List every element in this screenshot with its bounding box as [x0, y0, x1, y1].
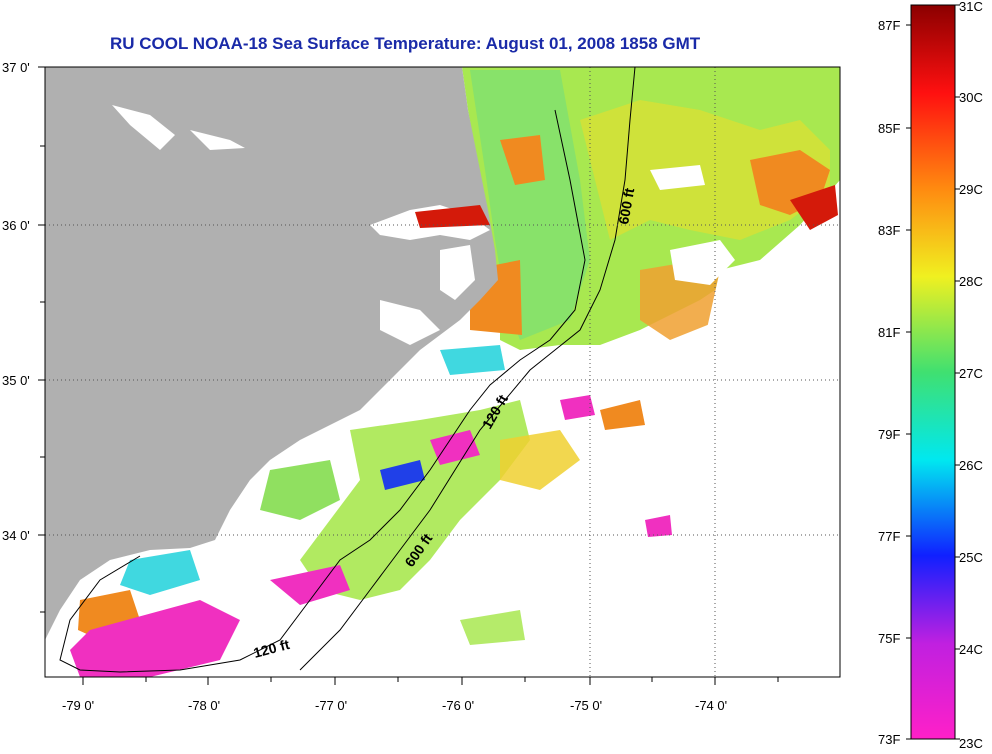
sst-patch-orange-s — [600, 400, 645, 430]
sst-patch-red-ne — [790, 185, 838, 230]
map-title: RU COOL NOAA-18 Sea Surface Temperature:… — [110, 34, 701, 53]
lon-label-77: -77 0' — [315, 698, 347, 713]
axis-ticks — [38, 66, 779, 685]
colorbar-f-75: 75F — [878, 631, 900, 646]
land-mass — [45, 67, 498, 640]
neuse-river — [380, 300, 440, 345]
sst-patch-cyan-sw — [120, 550, 200, 595]
colorbar-c-31: 31C — [959, 0, 983, 14]
colorbar-c-24: 24C — [959, 642, 983, 657]
sst-patch-red-sound — [415, 205, 490, 228]
sst-patch-green-sw — [260, 460, 340, 520]
colorbar-f-77: 77F — [878, 529, 900, 544]
lon-label-79: -79 0' — [62, 698, 94, 713]
lat-label-36: 36 0' — [2, 218, 30, 233]
sst-patch-yellow-s — [500, 430, 580, 490]
colorbar-f-73: 73F — [878, 732, 900, 747]
contour-120ft — [59, 109, 586, 673]
contour-label-600ft-north: 600 ft — [615, 186, 637, 225]
sst-patch-blue-1 — [380, 460, 425, 490]
sst-patch-magenta-3 — [560, 395, 595, 420]
cloud-gap-2 — [700, 240, 840, 380]
colorbar-c-26: 26C — [959, 458, 983, 473]
sst-patch-green-s — [460, 610, 525, 645]
sst-patch-magenta-1 — [430, 430, 480, 465]
colorbar-c-28: 28C — [959, 274, 983, 289]
colorbar-c-30: 30C — [959, 90, 983, 105]
lake-gaston — [190, 130, 245, 150]
colorbar-c-25: 25C — [959, 550, 983, 565]
colorbar-c-23: 23C — [959, 736, 983, 751]
colorbar-c-29: 29C — [959, 182, 983, 197]
lat-label-34: 34 0' — [2, 528, 30, 543]
colorbar-ticks — [906, 4, 960, 740]
sst-patch-cyan-mid — [440, 345, 505, 375]
contour-600ft — [299, 67, 636, 671]
sst-patch-magenta-2 — [270, 565, 350, 605]
sst-field-shelf — [470, 70, 590, 340]
lon-label-75: -75 0' — [570, 698, 602, 713]
kerr-lake — [112, 105, 175, 150]
colorbar-f-87: 87F — [878, 18, 900, 33]
colorbar — [910, 4, 956, 740]
sst-patch-orange-n — [500, 135, 545, 185]
sst-patch-magenta-sw — [70, 600, 240, 677]
cloud-gap-1 — [670, 240, 735, 285]
lon-label-78: -78 0' — [188, 698, 220, 713]
colorbar-f-79: 79F — [878, 427, 900, 442]
lon-label-76: -76 0' — [442, 698, 474, 713]
colorbar-f-83: 83F — [878, 223, 900, 238]
pamlico-sound — [440, 245, 475, 300]
lon-label-74: -74 0' — [695, 698, 727, 713]
colorbar-c-27: 27C — [959, 366, 983, 381]
lat-label-37: 37 0' — [2, 60, 30, 75]
colorbar-f-85: 85F — [878, 121, 900, 136]
lat-label-35: 35 0' — [2, 373, 30, 388]
cloud-gap-3 — [650, 165, 705, 190]
grid — [45, 67, 840, 677]
colorbar-f-81: 81F — [878, 325, 900, 340]
map-content — [45, 67, 840, 677]
sst-patch-magenta-4 — [645, 515, 672, 537]
